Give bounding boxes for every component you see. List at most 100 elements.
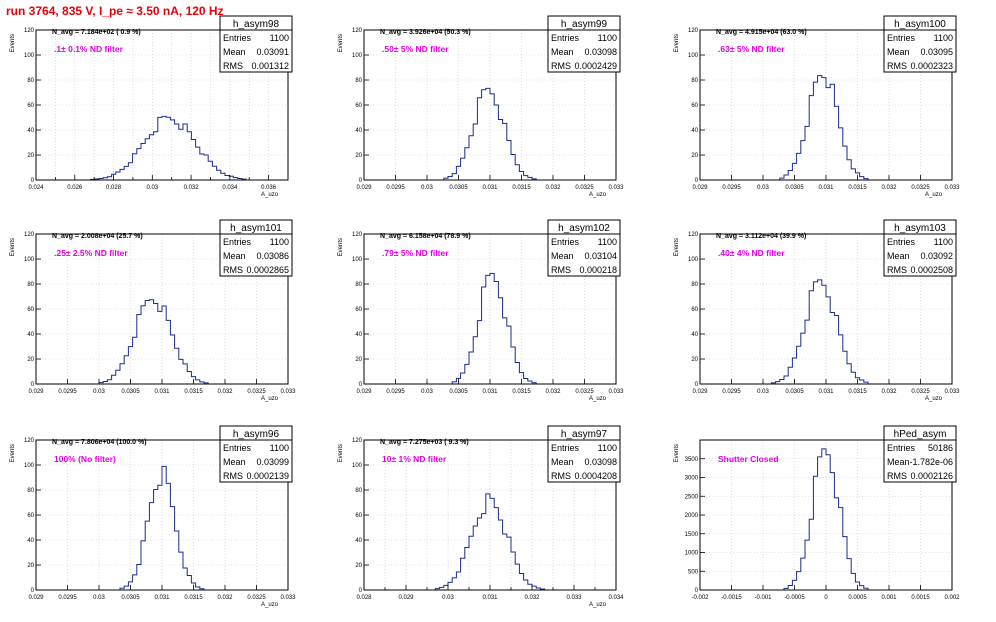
x-tick-label: 0.0315 [184, 389, 203, 395]
histogram-panel-h_asym99: 0.029 0.0295 0.03 0.0305 0.031 0.0315 0.032 0.0… [338, 15, 624, 198]
stats-title: h_asym103 [894, 223, 946, 234]
navg-label: N_avg = 3.112e+04 (39.9 %) [716, 233, 806, 240]
x-tick-label: 0.0295 [386, 185, 405, 191]
x-tick-label: 0.031 [818, 389, 834, 395]
y-tick-label: 1000 [685, 551, 699, 557]
y-tick-label: 3000 [685, 476, 699, 482]
stats-title: h_asym98 [233, 19, 280, 30]
stats-key: RMS [887, 265, 907, 275]
x-tick-label: 0.0325 [911, 185, 930, 191]
x-tick-label: 0.03 [93, 595, 105, 601]
x-tick-label: 0.03 [421, 389, 433, 395]
y-tick-label: 100 [352, 257, 363, 263]
y-tick-label: 0 [359, 178, 363, 184]
filter-annotation: 10± 1% ND filter [382, 454, 447, 464]
y-axis-title: Events [674, 444, 680, 462]
y-tick-label: 120 [24, 28, 35, 34]
stats-value: 1100 [270, 237, 289, 247]
stats-box [219, 219, 293, 277]
y-tick-label: 20 [27, 357, 34, 363]
stats-key: Entries [223, 33, 252, 43]
x-tick-label: 0.0315 [848, 389, 867, 395]
stats-key: Mean [223, 47, 246, 57]
x-tick-label: 0.029 [692, 389, 708, 395]
stats-key: RMS [887, 471, 907, 481]
x-tick-label: 0 [824, 595, 828, 601]
stats-value: 0.0002429 [574, 61, 617, 71]
x-tick-label: 0.0295 [58, 595, 77, 601]
x-tick-label: -0.001 [754, 595, 772, 601]
stats-key: Entries [887, 443, 916, 453]
navg-label: N_avg = 2.008e+04 (25.7 %) [52, 233, 143, 240]
run-title: run 3764, 835 V, I_pe ≈ 3.50 nA, 120 Hz [6, 4, 224, 18]
navg-label: N_avg = 4.915e+04 (63.0 %) [716, 29, 807, 36]
y-tick-label: 40 [355, 128, 362, 134]
stats-value: 0.001312 [251, 61, 289, 71]
x-tick-label: 0.0325 [911, 389, 930, 395]
x-tick-label: 0.0325 [575, 185, 594, 191]
stats-value: 0.0002508 [910, 265, 953, 275]
y-tick-label: 60 [355, 513, 362, 519]
stats-box [547, 15, 621, 73]
x-tick-label: 0.026 [67, 185, 83, 191]
x-tick-label: 0.0305 [121, 595, 140, 601]
stats-key: RMS [223, 471, 243, 481]
x-tick-label: 0.03 [442, 595, 454, 601]
y-tick-label: 0 [359, 382, 363, 388]
x-tick-label: 0.0305 [449, 185, 468, 191]
y-tick-label: 80 [27, 282, 34, 288]
histogram-line-h_asym103 [700, 279, 952, 385]
y-tick-label: 80 [27, 78, 34, 84]
x-tick-label: 0.03 [757, 185, 769, 191]
stats-value: 0.0004208 [574, 471, 617, 481]
x-tick-label: 0.032 [217, 389, 233, 395]
stats-key: RMS [551, 471, 571, 481]
y-tick-label: 100 [352, 53, 363, 59]
x-tick-label: 0.03 [93, 389, 105, 395]
x-tick-label: 0.002 [944, 595, 960, 601]
y-axis-title: Events [338, 238, 344, 256]
navg-label: N_avg = 3.926e+04 (50.3 %) [380, 29, 471, 36]
stats-box [883, 425, 957, 483]
stats-value: 1100 [598, 33, 617, 43]
stats-value: 0.03104 [584, 251, 617, 261]
stats-key: RMS [223, 61, 243, 71]
x-tick-label: 0.024 [28, 185, 44, 191]
stats-box [219, 15, 293, 73]
stats-key: Entries [887, 237, 916, 247]
filter-annotation: .63± 5% ND filter [718, 44, 785, 54]
x-tick-label: 0.032 [524, 595, 540, 601]
filter-annotation: Shutter Closed [718, 454, 778, 464]
y-tick-label: 0 [31, 178, 35, 184]
stats-key: Entries [551, 443, 580, 453]
x-tick-label: 0.0305 [449, 389, 468, 395]
stats-key: RMS [551, 265, 571, 275]
y-tick-label: 80 [691, 78, 698, 84]
stats-value: 1100 [934, 33, 953, 43]
histogram-panel-hPed_asym: -0.002 -0.0015 -0.001 -0.0005 0 0.0005 0.001 0.… [674, 425, 960, 601]
y-tick-label: 60 [27, 513, 34, 519]
x-tick-label: 0.0005 [848, 595, 867, 601]
y-tick-label: 20 [27, 563, 34, 569]
x-tick-label: -0.002 [691, 595, 709, 601]
y-tick-label: 100 [24, 53, 35, 59]
stats-box [547, 425, 621, 483]
stats-title: hPed_asym [894, 429, 947, 440]
histogram-panel-h_asym98: 0.024 0.026 0.028 0.03 0.032 0.034 0.036 0 20 40 6… [10, 15, 293, 198]
stats-value: 0.0002126 [910, 471, 953, 481]
y-tick-label: 40 [27, 538, 34, 544]
stats-title: h_asym100 [894, 19, 946, 30]
x-tick-label: 0.032 [545, 389, 561, 395]
histogram-line-h_asym100 [700, 75, 952, 181]
y-tick-label: 0 [695, 382, 699, 388]
x-tick-label: 0.028 [356, 595, 372, 601]
x-tick-label: 0.0295 [722, 389, 741, 395]
y-axis-title: Events [10, 34, 16, 52]
stats-value: 0.03092 [920, 251, 953, 261]
x-tick-label: 0.029 [398, 595, 414, 601]
x-tick-label: 0.031 [482, 389, 498, 395]
filter-annotation: .40± 4% ND filter [718, 248, 785, 258]
y-tick-label: 80 [355, 488, 362, 494]
stats-key: Mean [223, 251, 246, 261]
y-tick-label: 20 [355, 357, 362, 363]
